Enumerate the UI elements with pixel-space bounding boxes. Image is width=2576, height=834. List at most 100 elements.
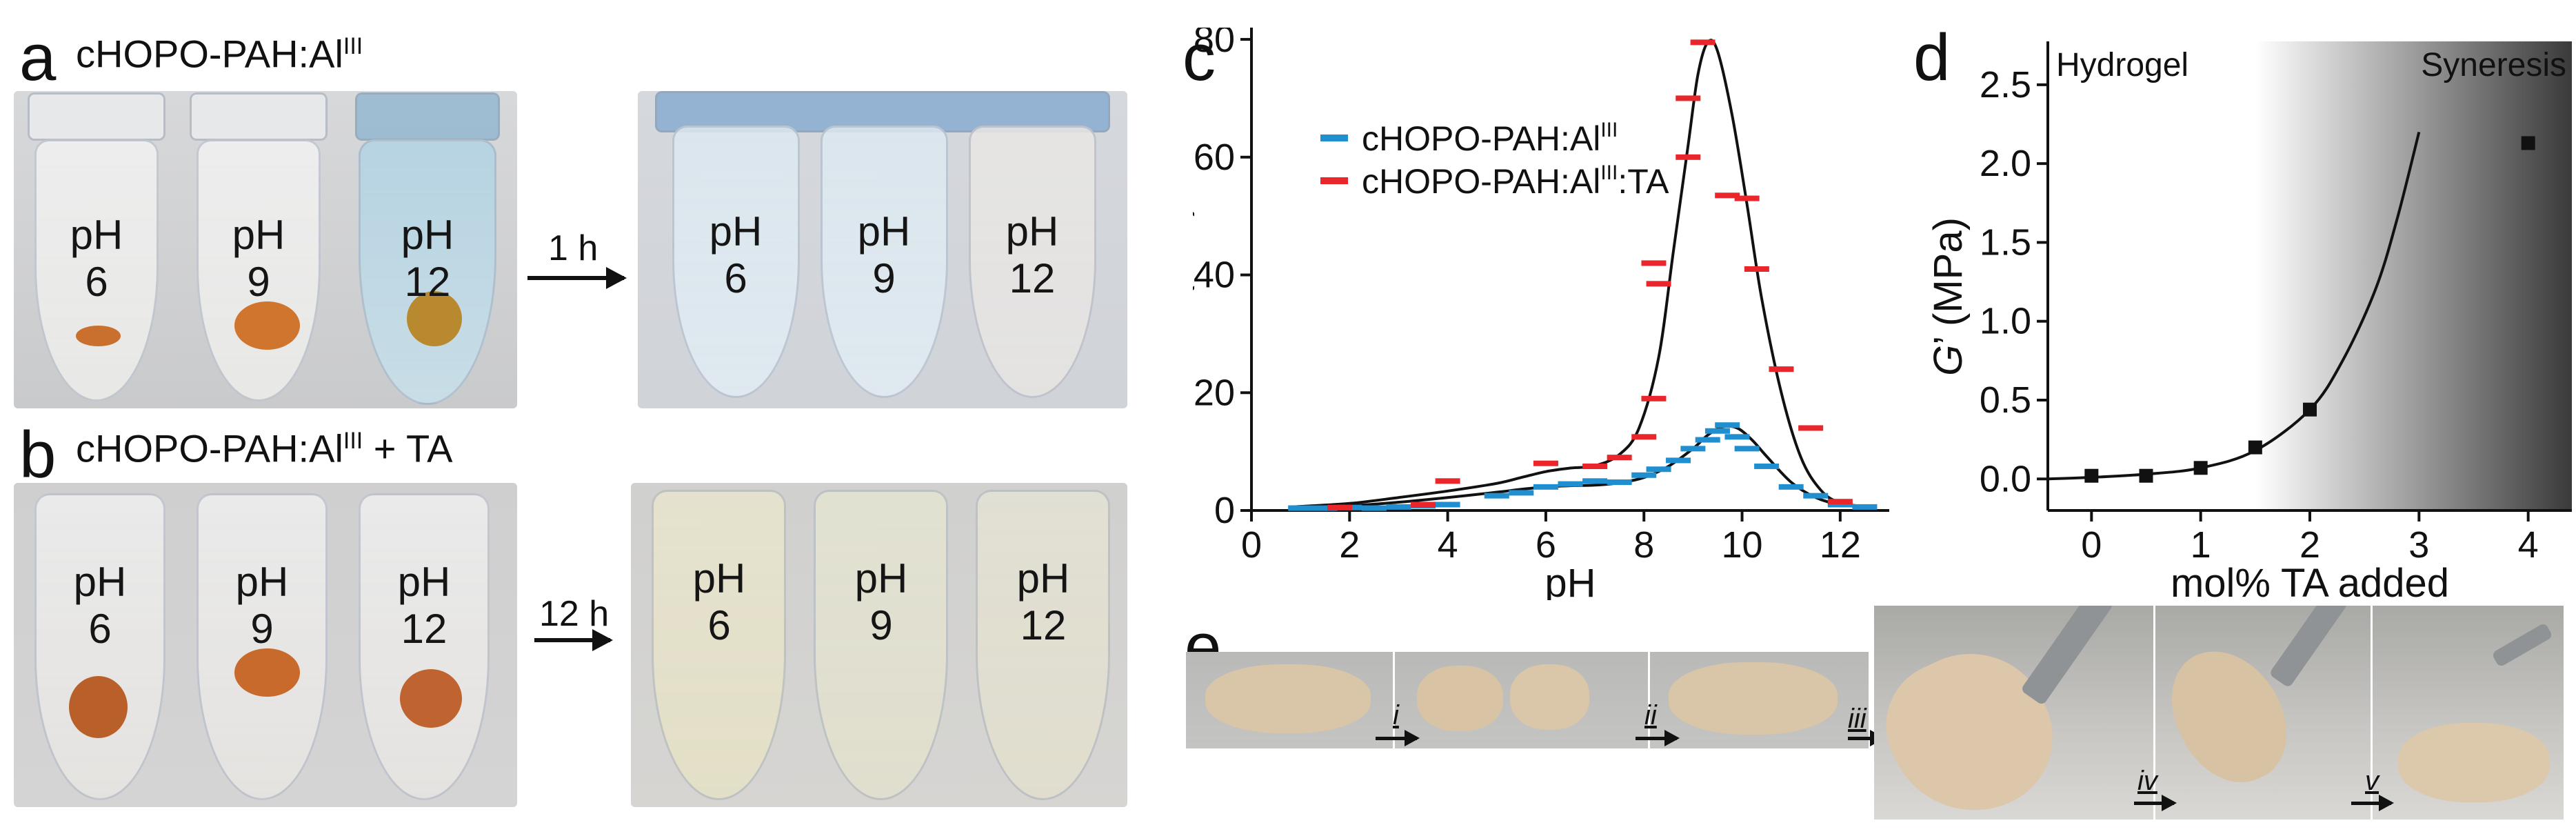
tube-label-ph6: pH 6 (73, 559, 127, 652)
legend-swatch (1320, 177, 1348, 184)
tube-cap (190, 92, 328, 141)
x-tick-label: 10 (1721, 524, 1762, 566)
fit-curve (1290, 39, 1870, 508)
data-point-al-ta (1690, 39, 1715, 46)
data-point-al (1533, 484, 1558, 490)
data-point (2084, 468, 2099, 483)
tube-ph6 (34, 139, 159, 401)
data-point-al-ta (1631, 434, 1657, 440)
divider (1648, 652, 1650, 748)
panel-a-title-text: cHOPO-PAH:Al (76, 32, 343, 76)
chart-d-ta-modulus: 0 1 2 3 4 0.0 0.5 1.0 1.5 2.0 2.5 mol% TA added G’ (… (1926, 41, 2572, 600)
data-point (2303, 402, 2317, 417)
y-tick-label: 2.0 (1980, 143, 2031, 184)
panel-b-title-suffix: + TA (363, 426, 453, 470)
data-point-al-ta (1744, 266, 1769, 272)
gel-piece (1510, 664, 1589, 730)
tube-ph12 (976, 490, 1110, 800)
x-tick-label: 4 (2518, 524, 2539, 566)
tube-label-ph6: pH 6 (692, 555, 746, 648)
photo-b-after: pH 6 pH 9 pH 12 (631, 483, 1127, 807)
panel-b-title: cHOPO-PAH:AlIII + TA (76, 429, 452, 468)
data-point-al-ta (1734, 195, 1760, 201)
data-point-al (1704, 428, 1730, 434)
data-point-al (1607, 479, 1632, 486)
time-arrow-a (527, 267, 627, 289)
data-point-al (1803, 493, 1829, 499)
data-point-al-ta (1676, 154, 1701, 160)
gel-piece (2398, 723, 2550, 802)
gel-blob (69, 676, 128, 738)
tube-label-ph12: pH 12 (397, 559, 451, 652)
spatula (2020, 606, 2115, 706)
panel-a-title: cHOPO-PAH:AlIII (76, 34, 363, 74)
tube-ph6 (34, 493, 165, 800)
spatula (2491, 622, 2553, 668)
data-point-al (1361, 505, 1387, 511)
x-tick-label: 6 (1536, 524, 1556, 566)
photo-a-after: pH 6 pH 9 pH 12 (638, 91, 1127, 408)
data-point-al-ta (1715, 192, 1740, 199)
x-tick-label: 4 (1438, 524, 1458, 566)
tube-label-ph9: pH 9 (235, 559, 289, 652)
annotation-hydrogel: Hydrogel (2056, 47, 2188, 83)
data-point-al (1631, 472, 1657, 478)
data-point-al (1852, 504, 1878, 510)
y-axis-label: G’ (MPa) (1926, 217, 1971, 376)
data-point-al-ta (1769, 366, 1794, 373)
data-point-al-ta (1798, 425, 1824, 431)
step-arrow-iv (2134, 795, 2177, 811)
data-point-al (1582, 478, 1608, 484)
photo-f-strip (1874, 606, 2564, 820)
data-point-al-ta (1646, 281, 1671, 287)
step-label-iii: iii (1848, 704, 1866, 734)
data-point-al-ta (1676, 95, 1701, 101)
x-tick-label: 2 (1339, 524, 1360, 566)
y-tick-label: 80 (1194, 28, 1235, 60)
step-label-v: v (2365, 766, 2379, 796)
y-tick-label: 0 (1214, 490, 1235, 531)
panel-letter-c: c (1183, 21, 1216, 95)
x-tick-label: 0 (2081, 524, 2102, 566)
data-point-al-ta (1533, 460, 1558, 466)
time-arrow-b (534, 629, 613, 651)
data-point-al (1715, 422, 1740, 428)
data-point-al (1558, 481, 1583, 487)
time-label-1h: 1 h (548, 228, 598, 268)
x-axis-label: mol% TA added (2171, 561, 2449, 600)
tube-cap (28, 92, 165, 141)
gel-piece (1417, 666, 1503, 731)
x-tick-label: 1 (2191, 524, 2211, 566)
data-point-al (1509, 490, 1534, 496)
y-tick-label: 1.0 (1980, 301, 2031, 342)
legend-swatch (1320, 135, 1348, 141)
data-point-al (1724, 434, 1750, 440)
data-point-al (1680, 446, 1706, 452)
photo-a-before: pH 6 pH 9 pH 12 (14, 91, 517, 408)
data-point-al (1827, 502, 1853, 508)
y-tick-label: 20 (1194, 372, 1235, 413)
data-point-al-ta (1607, 455, 1632, 461)
y-tick-label: 2.5 (1980, 64, 2031, 106)
tube-label-ph6: pH 6 (709, 208, 763, 301)
panel-b-title-sup: III (343, 428, 363, 454)
data-point-al-ta (1641, 395, 1667, 401)
tube-label-ph9: pH 9 (854, 555, 908, 648)
divider (2371, 606, 2373, 820)
tube-ph12 (969, 126, 1096, 398)
gel-blob (234, 301, 300, 350)
time-label-12h: 12 h (539, 594, 610, 634)
tube-ph12 (359, 139, 496, 405)
panel-a-title-sup: III (343, 33, 363, 59)
x-tick-label: 12 (1820, 524, 1861, 566)
data-point (2193, 461, 2208, 475)
data-point-al (1288, 505, 1314, 511)
step-label-i: i (1393, 700, 1399, 731)
gel-piece (1205, 664, 1371, 733)
tube-ph6 (672, 126, 800, 398)
step-arrow-v (2351, 795, 2394, 811)
data-point-al (1778, 484, 1804, 490)
tube-ph6 (652, 490, 786, 800)
data-point-al-ta (1435, 478, 1460, 484)
spatula (2268, 606, 2348, 688)
